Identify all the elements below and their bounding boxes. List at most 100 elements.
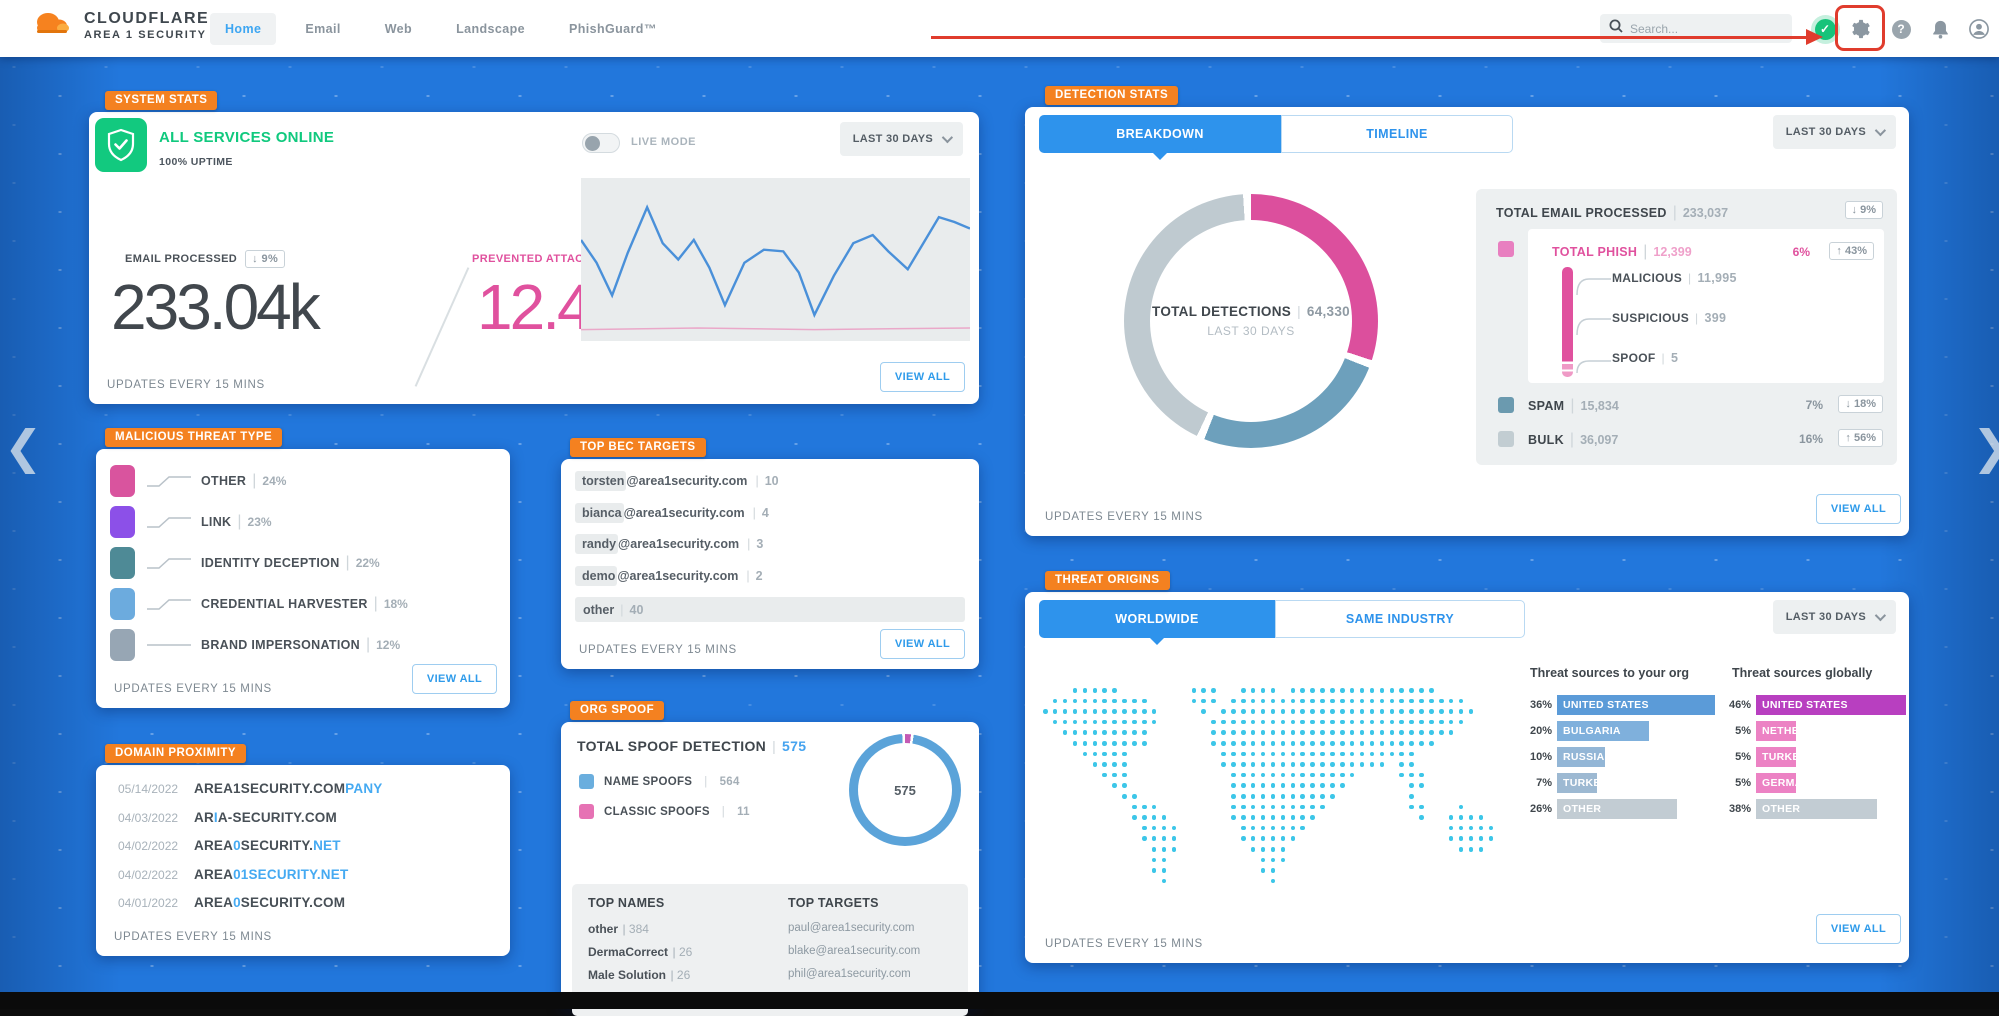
total-phish-label: TOTAL PHISH bbox=[1552, 245, 1638, 259]
map-dot bbox=[1270, 762, 1276, 767]
threat-type-row[interactable]: OTHER | 24% bbox=[110, 464, 490, 498]
map-dot bbox=[1300, 772, 1305, 778]
map-dot bbox=[1270, 730, 1276, 735]
map-dot bbox=[1062, 719, 1068, 725]
malicious-threat-view-all-button[interactable]: VIEW ALL bbox=[412, 664, 497, 694]
map-dot bbox=[1439, 719, 1444, 725]
connector-line bbox=[147, 644, 191, 646]
map-dot bbox=[1280, 762, 1286, 767]
map-dot bbox=[1270, 709, 1276, 714]
system-stats-view-all-button[interactable]: VIEW ALL bbox=[880, 362, 965, 392]
detection-view-all-button[interactable]: VIEW ALL bbox=[1816, 494, 1901, 524]
bec-view-all-button[interactable]: VIEW ALL bbox=[880, 629, 965, 659]
detection-range-dropdown[interactable]: LAST 30 DAYS bbox=[1772, 115, 1896, 149]
map-dot bbox=[1419, 698, 1424, 704]
domain-date: 04/03/2022 bbox=[118, 810, 179, 825]
nav-item-landscape[interactable]: Landscape bbox=[456, 21, 525, 36]
map-dot bbox=[1409, 772, 1414, 778]
map-dot bbox=[1330, 709, 1335, 714]
bar-pct: 38% bbox=[1728, 802, 1751, 815]
map-dot bbox=[1310, 804, 1315, 810]
map-dot bbox=[1419, 719, 1424, 725]
bec-other-row[interactable]: other | 40 bbox=[575, 597, 965, 622]
map-dot bbox=[1151, 825, 1157, 831]
bec-target-row[interactable]: bianca @area1security.com | 4 bbox=[575, 502, 769, 523]
nav-item-web[interactable]: Web bbox=[384, 21, 413, 36]
map-dot bbox=[1151, 804, 1157, 810]
domain-proximity-row[interactable]: 04/02/2022 AREA01SECURITY.NET bbox=[118, 867, 348, 882]
domain-proximity-row[interactable]: 05/14/2022 AREA1SECURITY.COMPANY bbox=[118, 781, 382, 796]
uptime-label: 100% UPTIME bbox=[159, 156, 233, 168]
map-dot bbox=[1330, 794, 1335, 799]
threat-type-row[interactable]: LINK | 23% bbox=[110, 505, 490, 539]
map-dot bbox=[1359, 688, 1365, 693]
map-dot bbox=[1330, 688, 1335, 693]
map-dot bbox=[1349, 709, 1355, 714]
carousel-left-arrow-icon[interactable] bbox=[4, 420, 43, 474]
map-dot bbox=[1458, 709, 1464, 714]
search-input[interactable] bbox=[1630, 21, 1770, 36]
map-dot bbox=[1290, 730, 1296, 735]
help-icon[interactable]: ? bbox=[1888, 16, 1914, 42]
nav-item-phishguard[interactable]: PhishGuard™ bbox=[568, 21, 657, 36]
map-dot bbox=[1419, 804, 1424, 810]
bec-target-row[interactable]: torsten @area1security.com | 10 bbox=[575, 471, 779, 491]
nav-item-home[interactable]: Home bbox=[210, 12, 277, 45]
top-bec-targets-card: torsten @area1security.com | 10 bianca @area1… bbox=[561, 459, 979, 669]
map-dot bbox=[1439, 698, 1444, 704]
brand[interactable]: CLOUDFLARE AREA 1 SECURITY bbox=[30, 8, 209, 43]
map-dot bbox=[1478, 825, 1484, 831]
domain-proximity-row[interactable]: 04/03/2022 ARIA-SECURITY.COM bbox=[118, 810, 337, 825]
map-dot bbox=[1369, 709, 1375, 714]
threat-type-row[interactable]: BRAND IMPERSONATION | 12% bbox=[110, 628, 490, 662]
map-dot bbox=[1290, 772, 1296, 778]
live-mode-toggle[interactable] bbox=[582, 133, 620, 153]
bec-target-row[interactable]: demo @area1security.com | 2 bbox=[575, 565, 763, 586]
domain-name: AREA0SECURITY.COM bbox=[194, 895, 346, 910]
bar-pct: 5% bbox=[1735, 776, 1751, 789]
threat-type-row[interactable]: IDENTITY DECEPTION | 22% bbox=[110, 546, 490, 580]
notifications-bell-icon[interactable] bbox=[1927, 16, 1953, 42]
map-dot bbox=[1409, 741, 1414, 746]
threat-type-row[interactable]: CREDENTIAL HARVESTER | 18% bbox=[110, 587, 490, 621]
settings-gear-icon[interactable] bbox=[1848, 16, 1874, 42]
annotation-arrowhead bbox=[1806, 29, 1823, 45]
threat-origins-range-dropdown[interactable]: LAST 30 DAYS bbox=[1772, 600, 1896, 634]
bec-target-count: 3 bbox=[756, 537, 764, 551]
bec-target-row[interactable]: randy @area1security.com | 3 bbox=[575, 534, 763, 554]
map-dot bbox=[1161, 878, 1167, 884]
tab-worldwide[interactable]: WORLDWIDE bbox=[1039, 600, 1275, 645]
map-dot bbox=[1270, 847, 1276, 852]
map-dot bbox=[1191, 688, 1197, 693]
nav-item-email[interactable]: Email bbox=[305, 21, 341, 36]
map-dot bbox=[1429, 688, 1434, 693]
map-dot bbox=[1458, 836, 1464, 841]
domain-proximity-row[interactable]: 04/01/2022 AREA0SECURITY.COM bbox=[118, 895, 345, 910]
tab-same-industry[interactable]: SAME INDUSTRY bbox=[1275, 600, 1525, 638]
map-dot bbox=[1092, 762, 1098, 767]
map-dot bbox=[1142, 709, 1147, 714]
map-dot bbox=[1448, 825, 1454, 831]
map-dot bbox=[1478, 815, 1484, 820]
map-dot bbox=[1260, 741, 1266, 746]
tab-timeline[interactable]: TIMELINE bbox=[1281, 115, 1513, 153]
system-stats-range-dropdown[interactable]: LAST 30 DAYS bbox=[839, 122, 963, 156]
account-user-icon[interactable] bbox=[1966, 16, 1992, 42]
map-dot bbox=[1439, 709, 1444, 714]
threat-type-pct: 18% bbox=[383, 597, 408, 611]
domain-proximity-row[interactable]: 04/02/2022 AREA0SECURITY.NET bbox=[118, 838, 341, 853]
map-dot bbox=[1280, 825, 1286, 831]
top-target-row: paul@area1security.com bbox=[788, 922, 915, 934]
tab-breakdown[interactable]: BREAKDOWN bbox=[1039, 115, 1281, 160]
map-dot bbox=[1112, 709, 1117, 714]
map-dot bbox=[1310, 751, 1315, 757]
bar-pct: 36% bbox=[1529, 698, 1552, 711]
map-dot bbox=[1369, 719, 1375, 725]
carousel-right-arrow-icon[interactable] bbox=[1972, 420, 1999, 474]
map-dot bbox=[1260, 868, 1266, 873]
map-dot bbox=[1231, 719, 1236, 725]
map-dot bbox=[1151, 857, 1157, 863]
map-dot bbox=[1082, 751, 1088, 757]
map-dot bbox=[1250, 825, 1256, 831]
threat-origins-view-all-button[interactable]: VIEW ALL bbox=[1816, 914, 1901, 944]
